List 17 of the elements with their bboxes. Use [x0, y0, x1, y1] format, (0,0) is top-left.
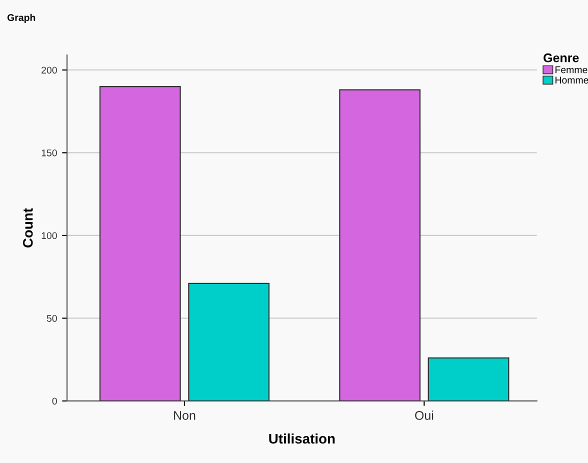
- y-tick-label: 0: [52, 398, 57, 405]
- legend-label: Femme: [556, 66, 588, 74]
- bar: [188, 282, 270, 401]
- bar: [428, 357, 510, 401]
- legend-title: Genre: [544, 53, 579, 62]
- legend-label: Homme: [556, 76, 588, 84]
- y-tick-label: 200: [42, 66, 57, 74]
- y-tick-label: 150: [42, 149, 57, 156]
- y-axis-title: Count: [22, 208, 33, 248]
- x-axis-title: Utilisation: [269, 433, 335, 444]
- chart-title: Graph: [7, 14, 36, 23]
- y-tick-label: 100: [42, 232, 57, 240]
- y-tick-label: 50: [46, 314, 57, 322]
- x-tick-label: Oui: [415, 410, 434, 420]
- bar: [339, 89, 421, 401]
- x-tick-label: Non: [174, 411, 196, 420]
- bar: [99, 86, 181, 401]
